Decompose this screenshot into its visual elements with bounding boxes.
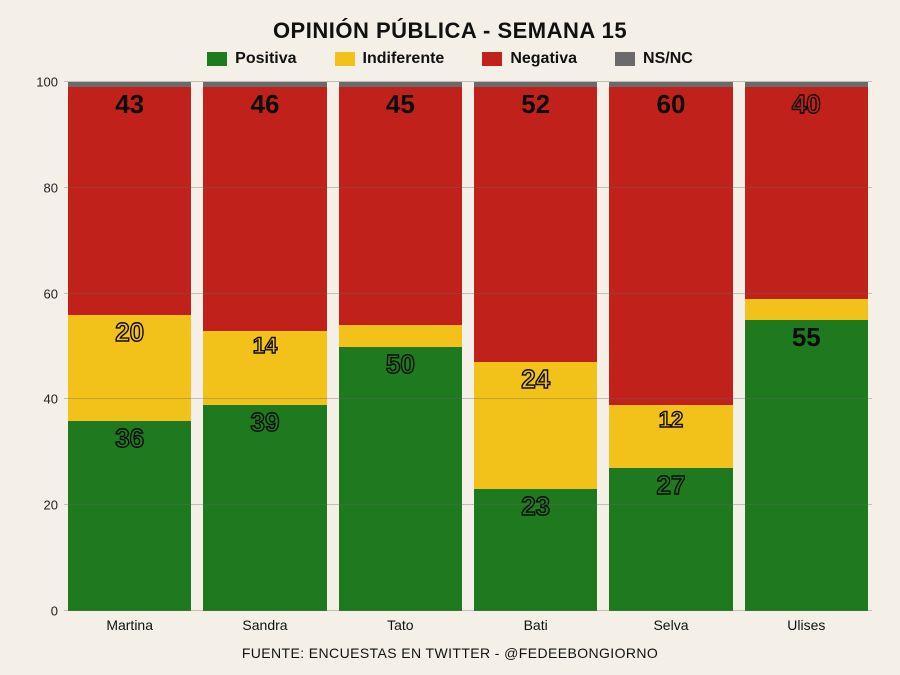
segment-positiva: 50 [339,347,462,612]
y-axis: 020406080100 [28,82,64,611]
segment-value: 20 [115,319,144,345]
x-label: Martina [68,617,191,633]
segment-value: 27 [657,472,686,498]
segment-value: 46 [251,91,280,117]
chart-footer: FUENTE: ENCUESTAS EN TWITTER - @FEDEEBON… [28,645,872,661]
segment-value: 60 [657,91,686,117]
bar: 60 12 27 [609,82,732,611]
legend-swatch [207,52,227,66]
segment-value: 45 [386,91,415,117]
x-label: Ulises [745,617,868,633]
bar: 45 50 [339,82,462,611]
legend-label: Positiva [235,50,296,68]
segment-value: 14 [253,335,277,357]
segment-negativa: 46 [203,87,326,330]
grid-line [64,81,872,82]
x-label: Selva [609,617,732,633]
segment-indiferente: 24 [474,362,597,489]
y-tick: 40 [44,392,58,407]
legend-item: Indiferente [335,50,445,68]
legend-label: Indiferente [363,50,445,68]
chart-title: OPINIÓN PÚBLICA - SEMANA 15 [28,18,872,44]
legend-swatch [615,52,635,66]
bar: 46 14 39 [203,82,326,611]
x-label: Bati [474,617,597,633]
y-tick: 60 [44,286,58,301]
segment-value: 50 [386,351,415,377]
segment-value: 55 [792,324,821,350]
segment-value: 52 [521,91,550,117]
segment-value: 24 [521,366,550,392]
x-axis-labels: Martina Sandra Tato Bati Selva Ulises [28,617,872,633]
legend-swatch [482,52,502,66]
chart-frame: OPINIÓN PÚBLICA - SEMANA 15 Positiva Indi… [0,0,900,675]
segment-negativa: 45 [339,87,462,325]
legend: Positiva Indiferente Negativa NS/NC [28,50,872,68]
y-tick: 100 [36,75,58,90]
legend-swatch [335,52,355,66]
segment-negativa: 52 [474,87,597,362]
y-tick: 0 [51,604,58,619]
segment-value: 39 [251,409,280,435]
x-label: Tato [339,617,462,633]
segment-indiferente: 20 [68,315,191,421]
segment-indiferente [745,299,868,320]
segment-positiva: 23 [474,489,597,611]
legend-label: NS/NC [643,50,693,68]
y-tick: 20 [44,498,58,513]
chart-area: 020406080100 432036461439455052242360122… [28,82,872,611]
grid-line [64,610,872,611]
segment-value: 36 [115,425,144,451]
segment-value: 43 [115,91,144,117]
legend-item: NS/NC [615,50,693,68]
segment-positiva: 27 [609,468,732,611]
y-tick: 80 [44,180,58,195]
segment-negativa: 60 [609,87,732,404]
segment-value: 23 [521,493,550,519]
grid-line [64,398,872,399]
plot-area: 43 20 36 46 14 39 45 50 52 24 23 60 12 27 40 55 [64,82,872,611]
grid-line [64,293,872,294]
grid-line [64,504,872,505]
segment-positiva: 55 [745,320,868,611]
segment-indiferente: 14 [203,331,326,405]
legend-item: Negativa [482,50,577,68]
segment-positiva: 36 [68,421,191,611]
legend-item: Positiva [207,50,296,68]
grid-line [64,187,872,188]
segment-value: 12 [659,409,683,431]
segment-negativa: 43 [68,87,191,314]
x-label: Sandra [203,617,326,633]
bar: 43 20 36 [68,82,191,611]
segment-indiferente [339,325,462,346]
legend-label: Negativa [510,50,577,68]
bar: 40 55 [745,82,868,611]
segment-value: 40 [792,91,821,117]
segment-indiferente: 12 [609,405,732,468]
bars-container: 43 20 36 46 14 39 45 50 52 24 23 60 12 27 40 55 [64,82,872,611]
segment-negativa: 40 [745,87,868,299]
segment-positiva: 39 [203,405,326,611]
bar: 52 24 23 [474,82,597,611]
